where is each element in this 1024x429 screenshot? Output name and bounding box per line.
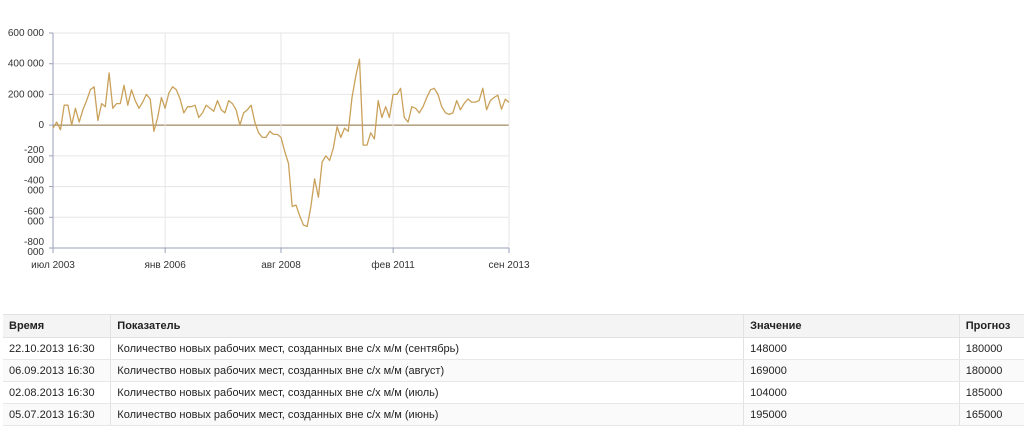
header-time[interactable]: Время bbox=[3, 314, 112, 338]
x-tick-label: авг 2008 bbox=[261, 260, 301, 271]
cell-forecast: 185000 bbox=[959, 381, 1024, 404]
y-tick-label: -600 000 bbox=[24, 206, 44, 227]
y-tick-label: -800 000 bbox=[24, 237, 44, 258]
cell-time: 02.08.2013 16:30 bbox=[3, 381, 112, 404]
cell-indicator: Количество новых рабочих мест, созданных… bbox=[110, 381, 745, 404]
table-row[interactable]: 05.07.2013 16:30 Количество новых рабочи… bbox=[3, 403, 1024, 426]
cell-time: 05.07.2013 16:30 bbox=[3, 403, 112, 426]
header-indicator[interactable]: Показатель bbox=[110, 314, 745, 338]
cell-time: 06.09.2013 16:30 bbox=[3, 359, 112, 382]
cell-indicator: Количество новых рабочих мест, созданных… bbox=[110, 359, 745, 382]
cell-value: 195000 bbox=[743, 403, 960, 426]
chart-container: 600 000 400 000 200 000 0 -200 000 -400 000 -600… bbox=[0, 20, 540, 280]
y-tick-label: 600 000 bbox=[8, 28, 45, 39]
y-tick-label: 200 000 bbox=[8, 89, 45, 100]
cell-forecast: 180000 bbox=[959, 359, 1024, 382]
cell-forecast: 180000 bbox=[959, 337, 1024, 360]
x-tick-label: сен 2013 bbox=[488, 260, 530, 271]
header-forecast[interactable]: Прогноз bbox=[959, 314, 1024, 338]
cell-time: 22.10.2013 16:30 bbox=[3, 337, 112, 360]
table-row[interactable]: 02.08.2013 16:30 Количество новых рабочи… bbox=[3, 381, 1024, 404]
series-line bbox=[52, 58, 510, 228]
y-tick-label: 0 bbox=[38, 120, 44, 131]
table-row[interactable]: 22.10.2013 16:30 Количество новых рабочи… bbox=[3, 337, 1024, 360]
header-value[interactable]: Значение bbox=[743, 314, 960, 338]
cell-value: 169000 bbox=[743, 359, 960, 382]
events-table-container: Время Показатель Значение Прогноз 22.10.… bbox=[3, 314, 1024, 426]
y-tick-label: 400 000 bbox=[8, 59, 45, 70]
x-tick-label: фев 2011 bbox=[371, 259, 415, 271]
x-tick-label: янв 2006 bbox=[144, 260, 186, 271]
table-header-row: Время Показатель Значение Прогноз bbox=[3, 314, 1024, 338]
y-tick-label: -400 000 bbox=[24, 176, 44, 197]
table-row[interactable]: 06.09.2013 16:30 Количество новых рабочи… bbox=[3, 359, 1024, 382]
line-chart: 600 000 400 000 200 000 0 -200 000 -400 000 -600… bbox=[8, 28, 530, 271]
events-table: Время Показатель Значение Прогноз 22.10.… bbox=[3, 314, 1024, 426]
cell-value: 104000 bbox=[743, 381, 960, 404]
cell-indicator: Количество новых рабочих мест, созданных… bbox=[110, 403, 745, 426]
cell-forecast: 165000 bbox=[959, 403, 1024, 426]
cell-value: 148000 bbox=[743, 337, 960, 360]
cell-indicator: Количество новых рабочих мест, созданных… bbox=[110, 337, 745, 360]
x-tick-label: июл 2003 bbox=[31, 260, 75, 271]
y-tick-label: -200 000 bbox=[24, 145, 44, 166]
